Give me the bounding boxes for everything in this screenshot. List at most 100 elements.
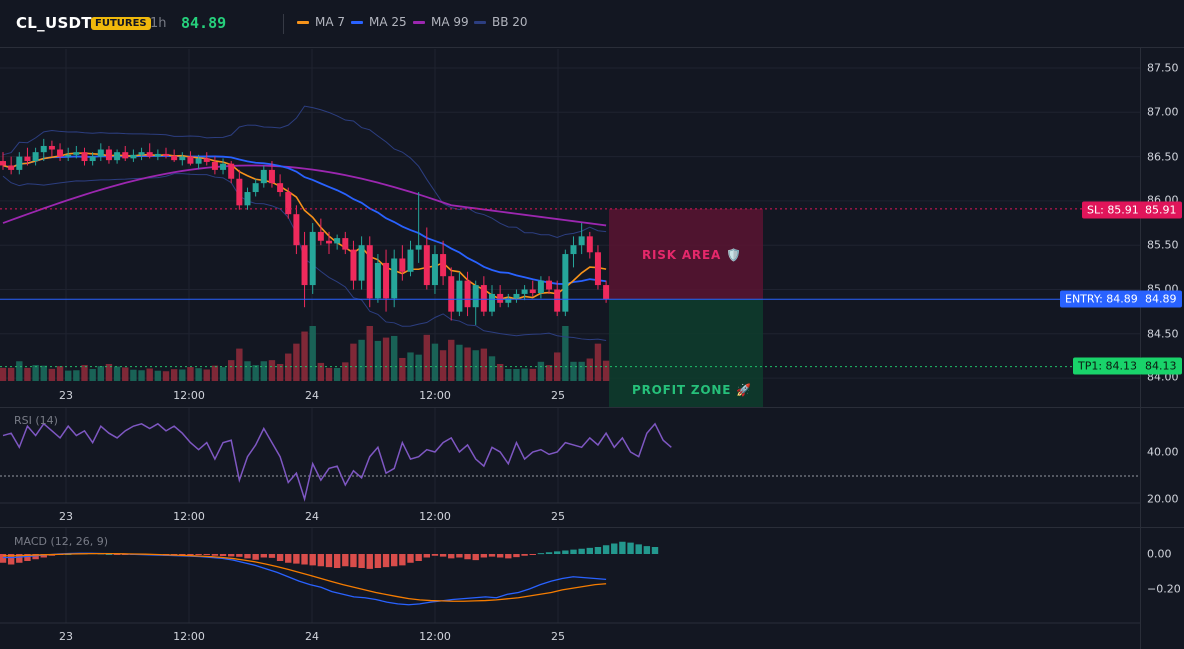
- macd-hist-bar: [358, 554, 365, 568]
- legend-ma99[interactable]: MA 99: [413, 16, 469, 28]
- time-tick: 25: [551, 630, 565, 643]
- candle-body: [285, 192, 292, 215]
- candle-body: [24, 156, 31, 162]
- volume-bar: [594, 343, 602, 381]
- candle-body: [260, 169, 267, 184]
- volume-bar: [480, 348, 488, 381]
- candle-body: [317, 231, 324, 241]
- volume-bar: [154, 370, 162, 381]
- risk-zone: [609, 208, 763, 300]
- volume-bar: [439, 350, 447, 381]
- candle-body: [472, 285, 479, 308]
- legend-ma99-label: MA 99: [431, 15, 469, 29]
- candle-body: [586, 236, 593, 253]
- volume-bar: [170, 369, 178, 381]
- candle-body: [8, 165, 15, 170]
- legend-ma7-label: MA 7: [315, 15, 346, 29]
- macd-tick: 0.00: [1147, 547, 1172, 561]
- price-tick: 87.50: [1147, 61, 1179, 75]
- time-tick: 24: [305, 510, 319, 523]
- candle-body: [489, 293, 495, 312]
- ma7-swatch: [297, 20, 309, 24]
- macd-hist-bar: [456, 554, 463, 558]
- macd-hist-bar: [602, 545, 610, 554]
- macd-hist-bar: [448, 554, 455, 559]
- legend-bb20[interactable]: BB 20: [474, 16, 528, 28]
- volume-bar: [285, 353, 292, 381]
- time-tick: 12:00: [173, 510, 205, 523]
- macd-hist-bar: [342, 554, 349, 567]
- candle-body: [293, 214, 300, 246]
- pane-divider[interactable]: [0, 527, 1184, 528]
- macd-axis-border: [1140, 528, 1141, 649]
- time-tick: 24: [305, 630, 319, 643]
- volume-bar: [578, 361, 585, 381]
- volume-bar: [350, 343, 357, 381]
- macd-hist-bar: [382, 554, 390, 568]
- macd-hist-bar: [562, 550, 569, 554]
- candle-body: [203, 158, 210, 162]
- volume-bar: [0, 367, 7, 381]
- volume-bar: [187, 367, 194, 381]
- candle-body: [81, 152, 88, 162]
- legend-ma25[interactable]: MA 25: [351, 16, 407, 28]
- volume-bar: [260, 361, 267, 381]
- candle-body: [366, 245, 373, 299]
- macd-hist-bar: [635, 544, 642, 554]
- volume-bar: [317, 362, 325, 381]
- macd-hist-bar: [333, 554, 341, 568]
- macd-hist-bar: [391, 554, 398, 567]
- pane-divider[interactable]: [0, 407, 1184, 408]
- macd-hist-bar: [211, 554, 219, 556]
- candle-body: [57, 149, 64, 157]
- sl-tag[interactable]: SL: 85.91: [1082, 201, 1144, 219]
- timeframe-label[interactable]: 1h: [150, 16, 167, 31]
- volume-bar: [537, 361, 545, 381]
- price-tick: 86.50: [1147, 150, 1179, 164]
- profit-zone-label: PROFIT ZONE 🚀: [632, 383, 752, 397]
- volume-bar: [521, 368, 528, 381]
- candle-body: [391, 258, 398, 299]
- volume-bar: [113, 366, 121, 381]
- volume-bar: [32, 365, 39, 381]
- volume-bar: [56, 366, 64, 381]
- macd-hist-bar: [619, 541, 626, 554]
- entry-tag[interactable]: ENTRY: 84.89: [1060, 290, 1143, 308]
- candle-body: [342, 238, 349, 250]
- candle-body: [89, 156, 96, 162]
- macd-tick: −0.20: [1147, 582, 1181, 596]
- macd-hist-bar: [268, 554, 276, 558]
- volume-bar: [399, 357, 406, 381]
- volume-bar: [529, 368, 536, 381]
- sl-axis-value: 85.91: [1140, 201, 1182, 219]
- tp1-tag[interactable]: TP1: 84.13: [1073, 357, 1143, 375]
- volume-bar: [130, 369, 137, 381]
- macd-hist-bar: [399, 554, 406, 566]
- symbol-name[interactable]: CL_USDT: [16, 14, 92, 32]
- macd-hist-bar: [431, 554, 439, 556]
- volume-bar: [7, 367, 15, 381]
- volume-bar: [554, 352, 561, 381]
- candle-body: [268, 169, 275, 184]
- volume-bar: [513, 368, 520, 381]
- macd-hist-bar: [350, 554, 357, 568]
- macd-hist-bar: [301, 554, 308, 565]
- candle-body: [122, 152, 129, 159]
- candle-body: [358, 245, 365, 281]
- time-tick: 25: [551, 389, 565, 402]
- macd-hist-bar: [24, 554, 31, 561]
- candle-body: [554, 289, 561, 312]
- candle-body: [431, 254, 438, 286]
- legend-ma7[interactable]: MA 7: [297, 16, 345, 28]
- candle-body: [440, 254, 447, 277]
- profit-zone: [609, 299, 763, 407]
- time-tick: 12:00: [419, 510, 451, 523]
- volume-bar: [97, 366, 104, 381]
- macd-hist-bar: [293, 554, 300, 564]
- macd-hist-bar: [407, 554, 414, 563]
- volume-bar: [309, 326, 316, 381]
- volume-bar: [89, 368, 96, 381]
- macd-hist-bar: [521, 554, 528, 556]
- volume-bar: [358, 339, 365, 381]
